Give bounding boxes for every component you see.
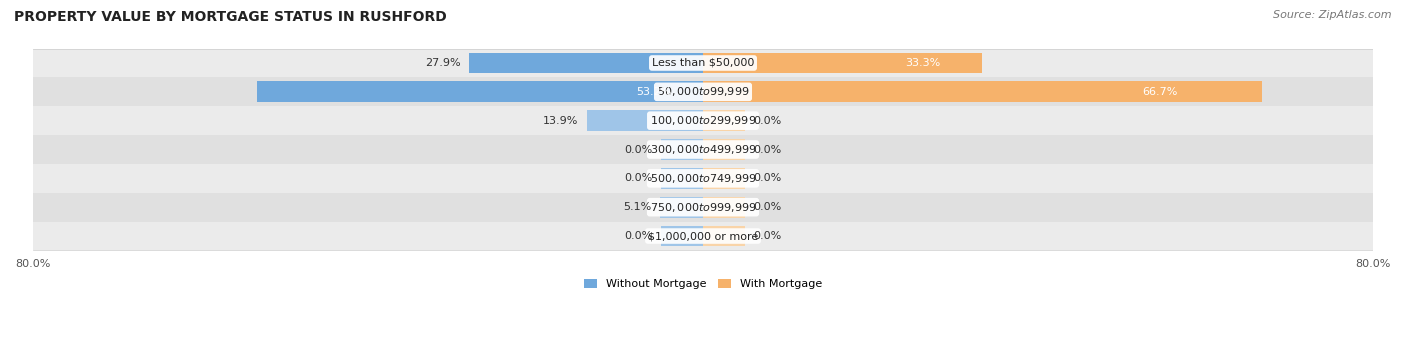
Bar (470, 53, 703, 73)
Bar (661, 197, 703, 218)
Text: 0.0%: 0.0% (624, 173, 652, 183)
Bar (32, 106, 1374, 135)
Text: 0.0%: 0.0% (624, 145, 652, 154)
Text: 66.7%: 66.7% (1143, 87, 1178, 97)
Bar (703, 226, 745, 247)
Bar (703, 53, 981, 73)
Bar (257, 81, 703, 102)
Text: $100,000 to $299,999: $100,000 to $299,999 (650, 114, 756, 127)
Text: 27.9%: 27.9% (425, 58, 461, 68)
Text: 0.0%: 0.0% (754, 116, 782, 126)
Bar (661, 168, 703, 189)
Text: 53.2%: 53.2% (636, 87, 672, 97)
Text: $750,000 to $999,999: $750,000 to $999,999 (650, 201, 756, 214)
Bar (703, 81, 1261, 102)
Text: 0.0%: 0.0% (754, 202, 782, 212)
Legend: Without Mortgage, With Mortgage: Without Mortgage, With Mortgage (579, 274, 827, 294)
Bar (32, 222, 1374, 250)
Text: 0.0%: 0.0% (624, 231, 652, 241)
Text: 13.9%: 13.9% (543, 116, 578, 126)
Bar (703, 110, 745, 131)
Bar (703, 139, 745, 160)
Text: Less than $50,000: Less than $50,000 (652, 58, 754, 68)
Bar (703, 197, 745, 218)
Bar (32, 193, 1374, 222)
Bar (661, 139, 703, 160)
Bar (32, 77, 1374, 106)
Text: $50,000 to $99,999: $50,000 to $99,999 (657, 85, 749, 98)
Text: 5.1%: 5.1% (624, 202, 652, 212)
Text: 33.3%: 33.3% (905, 58, 941, 68)
Bar (661, 226, 703, 247)
Bar (32, 135, 1374, 164)
Bar (703, 168, 745, 189)
Text: $500,000 to $749,999: $500,000 to $749,999 (650, 172, 756, 185)
Text: 0.0%: 0.0% (754, 173, 782, 183)
Text: Source: ZipAtlas.com: Source: ZipAtlas.com (1274, 10, 1392, 20)
Text: 0.0%: 0.0% (754, 231, 782, 241)
Text: $1,000,000 or more: $1,000,000 or more (648, 231, 758, 241)
Text: PROPERTY VALUE BY MORTGAGE STATUS IN RUSHFORD: PROPERTY VALUE BY MORTGAGE STATUS IN RUS… (14, 10, 447, 24)
Bar (586, 110, 703, 131)
Text: 0.0%: 0.0% (754, 145, 782, 154)
Bar (32, 48, 1374, 77)
Text: $300,000 to $499,999: $300,000 to $499,999 (650, 143, 756, 156)
Bar (32, 164, 1374, 193)
